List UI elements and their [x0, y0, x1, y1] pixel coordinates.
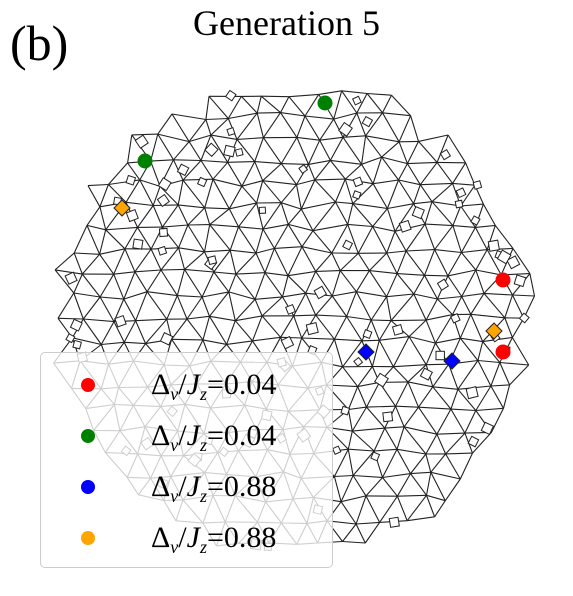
legend-label-blue: Δν/Jz=0.88 — [151, 470, 277, 506]
figure-title: Generation 5 — [193, 3, 380, 43]
legend: Δν/Jz=0.04 Δν/Jz=0.04 Δν/Jz=0.88 Δν/Jz=0… — [40, 352, 333, 568]
legend-entry-red: Δν/Jz=0.04 — [41, 365, 332, 405]
legend-marker-green — [81, 429, 95, 443]
legend-entry-orange: Δν/Jz=0.88 — [41, 518, 332, 558]
red-marker-1 — [495, 272, 511, 288]
blue-marker-1 — [357, 343, 375, 361]
orange-marker-2 — [485, 322, 503, 340]
legend-label-red: Δν/Jz=0.04 — [151, 368, 277, 404]
blue-marker-2 — [443, 352, 461, 370]
site-markers — [113, 95, 511, 370]
red-marker-2 — [495, 344, 511, 360]
green-marker-1 — [317, 95, 333, 111]
legend-marker-red — [81, 378, 95, 392]
green-marker-2 — [137, 153, 153, 169]
orange-marker-1 — [113, 199, 131, 217]
legend-entry-blue: Δν/Jz=0.88 — [41, 467, 332, 507]
legend-label-orange: Δν/Jz=0.88 — [151, 521, 277, 557]
legend-entry-green: Δν/Jz=0.04 — [41, 416, 332, 456]
legend-label-green: Δν/Jz=0.04 — [151, 419, 277, 455]
legend-marker-blue — [81, 480, 95, 494]
legend-marker-orange — [81, 531, 95, 545]
panel-label: (b) — [10, 15, 69, 71]
